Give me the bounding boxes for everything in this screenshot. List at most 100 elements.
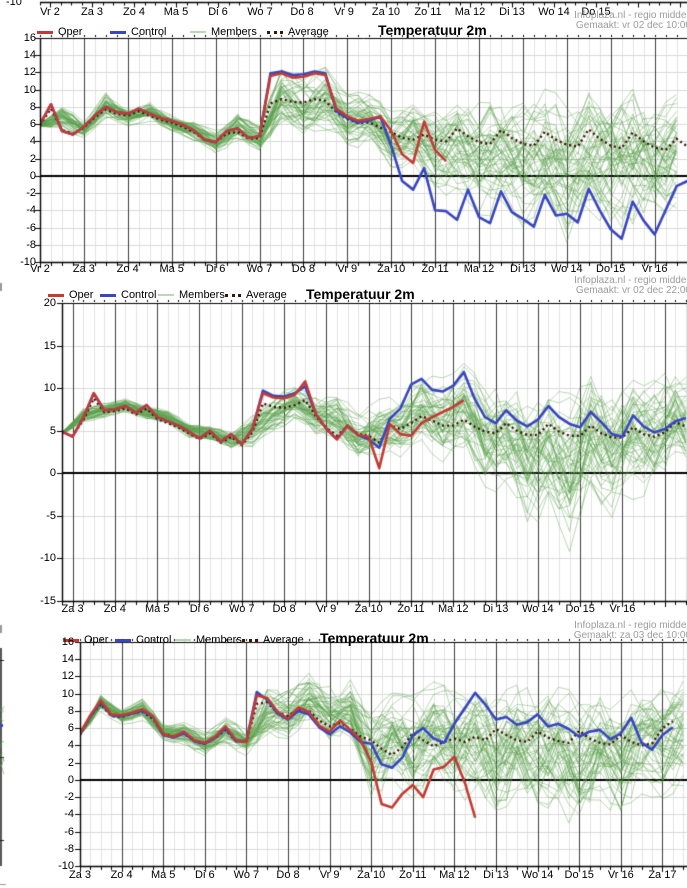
- c2-y-tick-label: -10: [40, 552, 56, 565]
- c3-x-tick-label: Ma 12: [439, 869, 470, 881]
- c1-x-tick-label: Ma 12: [463, 263, 495, 275]
- c3-made-text: Gemaakt: za 03 dec 10:00: [573, 630, 687, 641]
- c1-y-tick-label: -6: [26, 221, 36, 234]
- c3-y-tick-label: 4: [67, 739, 74, 752]
- remnant-x-tick-label: Zo 11: [414, 6, 442, 18]
- c3-y-tick-label: -2: [64, 791, 74, 804]
- c1-x-tick-label: Di 6: [205, 263, 226, 275]
- remnant-x-tick-label: Vr 2: [40, 6, 60, 18]
- average-dotted-swatch-icon: [242, 638, 258, 642]
- c3-y-tick-label: -8: [64, 842, 74, 855]
- c1-legend-label: Average: [288, 26, 329, 38]
- c2-x-tick-label: Vr 9: [316, 603, 337, 615]
- c2-x-tick-label: Do 15: [565, 603, 595, 615]
- c2-x-tick-label: Ma 12: [437, 603, 469, 615]
- remnant-x-tick-label: Vr 9: [334, 6, 354, 18]
- remnant-x-tick-label: Do 15: [581, 6, 611, 18]
- c1-y-tick-label: -4: [26, 204, 36, 217]
- remnant-x-tick-label: Di 6: [208, 6, 228, 18]
- c3-y-tick-label: 2: [67, 756, 74, 769]
- c2-brand-text: Infoplaza.nl - regio midden: [574, 275, 687, 286]
- remnant-x-tick-label: Do 8: [290, 6, 314, 18]
- c2-x-tick-label: Za 3: [61, 603, 84, 615]
- c3-y-tick-label: -10: [58, 860, 74, 872]
- c3-y-tick-label: -4: [64, 808, 74, 821]
- c1-y-tick-label: 14: [23, 49, 36, 62]
- c2-legend-item-average: Average: [225, 289, 287, 301]
- c3-x-tick-label: Wo 7: [233, 869, 260, 881]
- c3-x-tick-label: Wo 14: [521, 869, 554, 881]
- c3-chart-title: Temperatuur 2m: [320, 630, 429, 646]
- c3-y-tick-label: 6: [67, 722, 74, 735]
- c2-x-tick-label: Zo 11: [397, 603, 425, 615]
- c1-x-tick-label: Ma 5: [159, 263, 184, 275]
- c3-legend-label: Members: [196, 634, 242, 646]
- c1-legend-item-members: Members: [190, 26, 257, 38]
- c1-y-tick-label: 10: [23, 83, 36, 96]
- c1-x-tick-label: Wo 14: [551, 263, 583, 275]
- c2-x-tick-label: Di 13: [482, 603, 509, 615]
- c3-x-tick-label: Vr 16: [607, 869, 634, 881]
- c3-legend-item-members: Members: [175, 634, 242, 646]
- c1-y-tick-label: -10: [20, 256, 36, 268]
- c3-x-tick-label: Do 8: [276, 869, 300, 881]
- c1-made-text: Gemaakt: vr 02 dec 10:00: [575, 20, 687, 31]
- c2-x-tick-label: Ma 5: [144, 603, 170, 615]
- c3-legend-label: Average: [263, 634, 304, 646]
- average-dotted-swatch-icon: [225, 293, 241, 297]
- c3-x-tick-label: Ma 5: [150, 869, 176, 881]
- c1-x-tick-label: Wo 7: [246, 263, 273, 275]
- c2-legend-item-members: Members: [158, 289, 225, 301]
- c2-y-tick-label: 5: [49, 424, 56, 437]
- remnant-x-tick-label: Wo 14: [538, 6, 570, 18]
- c2-x-tick-label: Di 6: [189, 603, 210, 615]
- control-line-swatch-icon: [115, 638, 131, 642]
- c3-x-tick-label: Di 13: [483, 869, 509, 881]
- c3-legend-label: Control: [136, 634, 172, 646]
- c1-y-tick-label: 12: [23, 66, 36, 79]
- c3-x-tick-label: Za 17: [648, 869, 677, 881]
- c3-y-tick-label: 10: [61, 687, 74, 700]
- c1-chart-title: Temperatuur 2m: [378, 22, 487, 38]
- c3-y-tick-label: 16: [61, 636, 74, 648]
- members-line-swatch-icon: [175, 639, 191, 641]
- c1-legend-item-average: Average: [267, 26, 329, 38]
- c1-legend-label: Oper: [58, 26, 83, 38]
- c1-y-tick-label: 4: [29, 135, 36, 148]
- c3-y-tick-label: 8: [67, 704, 74, 717]
- oper-line-swatch-icon: [63, 638, 79, 642]
- c2-y-tick-label: -15: [40, 595, 56, 607]
- c3-x-tick-label: Za 3: [68, 869, 91, 881]
- c1-x-tick-label: Do 15: [596, 263, 626, 275]
- control-line-swatch-icon: [110, 30, 126, 34]
- c1-x-tick-label: Do 8: [291, 263, 316, 275]
- c1-x-tick-label: Za 3: [72, 263, 95, 275]
- c1-legend-item-oper: Oper: [37, 26, 82, 38]
- c1-brand-text: Infoplaza.nl - regio midden: [574, 10, 687, 21]
- c1-x-tick-label: Vr 2: [30, 263, 50, 275]
- c3-x-tick-label: Do 15: [564, 869, 594, 881]
- c2-made-text: Gemaakt: vr 02 dec 22:00: [575, 285, 687, 296]
- c2-legend-label: Members: [179, 289, 225, 301]
- c3-legend-item-average: Average: [242, 634, 304, 646]
- c3-legend-item-control: Control: [115, 634, 171, 646]
- c3-x-tick-label: Vr 9: [319, 869, 340, 881]
- c1-y-tick-label: 2: [29, 152, 36, 165]
- c2-legend-label: Oper: [69, 289, 94, 301]
- remnant-x-tick-label: Di 13: [499, 6, 525, 18]
- c1-x-tick-label: Di 13: [510, 263, 536, 275]
- remnant-y-tick-label: -10: [6, 0, 22, 8]
- c1-x-tick-label: Vr 9: [337, 263, 358, 275]
- c3-x-tick-label: Zo 4: [110, 869, 133, 881]
- oper-line-swatch-icon: [48, 293, 64, 297]
- c3-brand-text: Infoplaza.nl - regio midden: [574, 620, 687, 631]
- c2-x-tick-label: Vr 16: [609, 603, 636, 615]
- c3-legend-item-oper: Oper: [63, 634, 108, 646]
- members-line-swatch-icon: [190, 31, 206, 33]
- c2-y-tick-label: -5: [46, 509, 56, 522]
- c1-y-tick-label: 0: [29, 169, 36, 182]
- c2-legend-item-oper: Oper: [48, 289, 93, 301]
- c2-y-tick-label: 0: [49, 467, 56, 480]
- c2-x-tick-label: Do 8: [272, 603, 296, 615]
- c1-x-tick-label: Zo 11: [421, 263, 449, 275]
